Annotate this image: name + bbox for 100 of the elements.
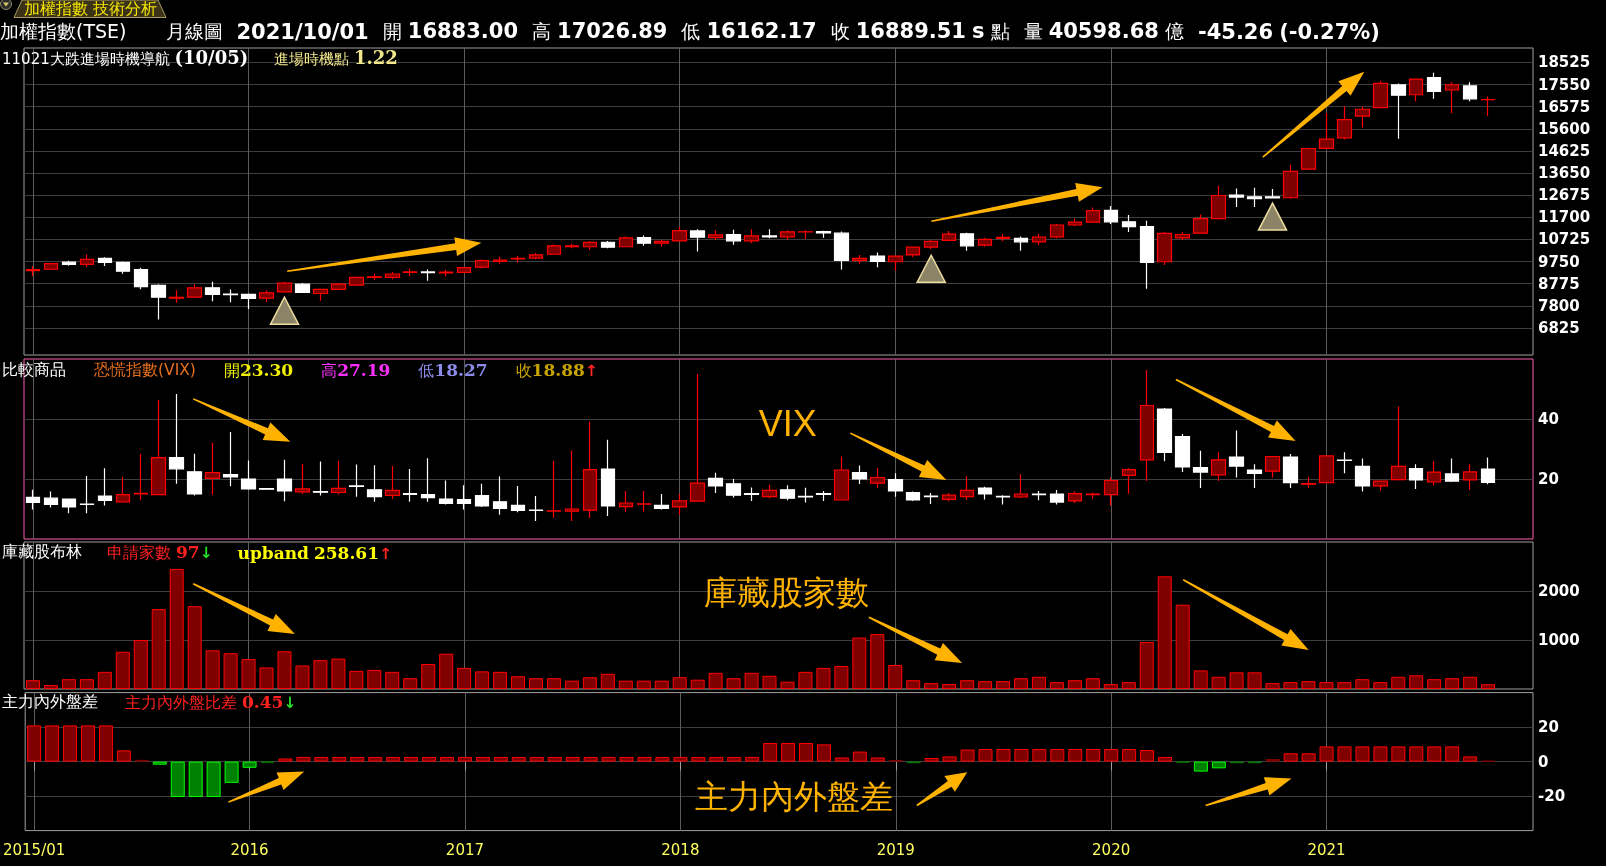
bar <box>690 679 705 689</box>
candlestick <box>1390 82 1407 140</box>
bar <box>1211 761 1226 769</box>
candlestick <box>923 239 939 250</box>
candlestick <box>115 476 131 503</box>
bar <box>618 680 633 689</box>
candlestick <box>1480 456 1496 485</box>
annotation: 申請家數 97↓ <box>107 541 213 562</box>
y-tick-label: 15600 <box>1538 119 1591 138</box>
bar <box>1067 680 1082 689</box>
candlestick <box>1049 223 1065 239</box>
bar <box>1086 749 1101 762</box>
candlestick <box>1013 473 1029 499</box>
candlestick <box>977 486 993 500</box>
candlestick <box>402 468 418 503</box>
annotation: 庫藏股布林 <box>2 543 82 562</box>
candlestick <box>438 268 454 277</box>
bar <box>852 637 867 689</box>
bar <box>511 676 526 689</box>
candlestick <box>1139 220 1155 290</box>
candlestick <box>761 484 778 499</box>
candlestick <box>168 289 185 304</box>
candlestick <box>1013 235 1029 252</box>
bar <box>314 756 329 762</box>
bar <box>654 680 669 689</box>
candlestick <box>1103 476 1119 507</box>
bar <box>1337 682 1352 689</box>
bar <box>475 671 490 689</box>
bar <box>996 749 1011 762</box>
candlestick <box>959 475 975 501</box>
candlestick <box>851 464 868 485</box>
candlestick <box>815 490 832 502</box>
bar <box>726 678 741 689</box>
y-tick-label: 9750 <box>1538 252 1580 271</box>
candlestick <box>276 459 293 502</box>
candlestick <box>456 266 472 274</box>
candlestick <box>1426 72 1442 100</box>
x-tick-label: 2019 <box>876 841 915 860</box>
bar <box>295 665 310 689</box>
candlestick <box>707 472 724 494</box>
bar <box>1229 672 1244 689</box>
candlestick <box>1049 489 1065 506</box>
x-tick-label: 2020 <box>1092 841 1131 860</box>
candlestick <box>168 393 185 485</box>
bar <box>331 658 346 689</box>
bar <box>906 680 921 689</box>
candlestick <box>636 490 652 513</box>
candlestick <box>384 271 401 280</box>
candlestick <box>1408 78 1424 102</box>
candlestick <box>905 246 921 258</box>
bar <box>368 756 383 762</box>
x-tick-label: 2015/01 <box>2 841 66 860</box>
bar <box>205 650 220 689</box>
bar <box>1373 682 1388 689</box>
bar <box>1032 749 1047 762</box>
bar <box>457 667 472 689</box>
candlestick <box>312 288 329 302</box>
bar <box>97 671 112 689</box>
candlestick <box>977 237 993 248</box>
candlestick <box>133 267 149 290</box>
candlestick <box>582 240 598 251</box>
bar <box>1463 756 1478 762</box>
candlestick <box>1462 463 1478 491</box>
text: 庫藏股家數 <box>703 573 869 613</box>
annotation: upband 258.61↑ <box>237 542 393 563</box>
bar <box>457 756 472 762</box>
bar <box>493 756 508 762</box>
bar <box>1283 753 1298 762</box>
bar <box>350 756 365 762</box>
point <box>1257 202 1288 231</box>
candlestick <box>671 493 688 516</box>
bar <box>403 678 418 689</box>
bar <box>188 761 203 797</box>
candlestick <box>240 292 257 310</box>
bar <box>1301 681 1316 689</box>
candlestick <box>294 463 311 495</box>
candlestick <box>1318 455 1335 484</box>
bar <box>1158 756 1173 762</box>
y-tick-label: 12675 <box>1538 186 1591 205</box>
bar <box>745 756 760 762</box>
bar <box>1121 682 1136 689</box>
bar <box>1319 746 1334 762</box>
bar <box>744 672 759 689</box>
candlestick <box>887 472 904 498</box>
candlestick <box>79 253 95 268</box>
candlestick <box>600 240 616 249</box>
bar <box>1409 746 1424 762</box>
candlestick <box>1085 491 1101 500</box>
candlestick <box>1444 81 1460 114</box>
candlestick <box>851 254 868 265</box>
bar <box>332 756 347 762</box>
x-tick-label: 2018 <box>661 841 700 860</box>
candlestick <box>1354 105 1371 129</box>
candlestick <box>402 268 418 277</box>
bar <box>1301 753 1316 762</box>
candlestick <box>941 492 957 503</box>
bar <box>780 681 795 689</box>
candlestick <box>1067 491 1083 504</box>
candlestick <box>582 421 598 519</box>
bar <box>116 750 131 762</box>
